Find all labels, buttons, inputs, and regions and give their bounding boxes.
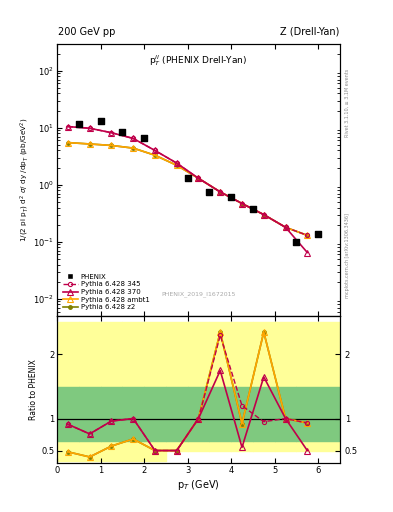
Text: Rivet 3.1.10, ≥ 3.1M events: Rivet 3.1.10, ≥ 3.1M events bbox=[345, 68, 350, 137]
Text: p$_T^{ll}$ (PHENIX Drell-Yan): p$_T^{ll}$ (PHENIX Drell-Yan) bbox=[149, 53, 248, 68]
Point bbox=[315, 229, 321, 238]
Y-axis label: 1/(2 pi p$_T$) d$^2$ $\sigma$/ dy /dp$_T$ (pb/GeV$^2$): 1/(2 pi p$_T$) d$^2$ $\sigma$/ dy /dp$_T… bbox=[18, 118, 31, 242]
Point bbox=[184, 174, 191, 182]
Text: 200 GeV pp: 200 GeV pp bbox=[58, 27, 116, 37]
Text: mcplots.cern.ch [arXiv:1306.3436]: mcplots.cern.ch [arXiv:1306.3436] bbox=[345, 214, 350, 298]
Point bbox=[228, 193, 234, 201]
Point bbox=[97, 117, 104, 125]
Point bbox=[293, 238, 299, 246]
Text: PHENIX_2019_I1672015: PHENIX_2019_I1672015 bbox=[161, 291, 236, 297]
Point bbox=[206, 188, 213, 196]
Point bbox=[250, 205, 256, 213]
Text: Z (Drell-Yan): Z (Drell-Yan) bbox=[280, 27, 339, 37]
Y-axis label: Ratio to PHENIX: Ratio to PHENIX bbox=[29, 359, 38, 420]
X-axis label: p$_T$ (GeV): p$_T$ (GeV) bbox=[177, 478, 220, 492]
Point bbox=[119, 127, 125, 136]
Legend: PHENIX, Pythia 6.428 345, Pythia 6.428 370, Pythia 6.428 ambt1, Pythia 6.428 z2: PHENIX, Pythia 6.428 345, Pythia 6.428 3… bbox=[61, 271, 152, 312]
Point bbox=[141, 134, 147, 142]
Point bbox=[75, 120, 82, 129]
